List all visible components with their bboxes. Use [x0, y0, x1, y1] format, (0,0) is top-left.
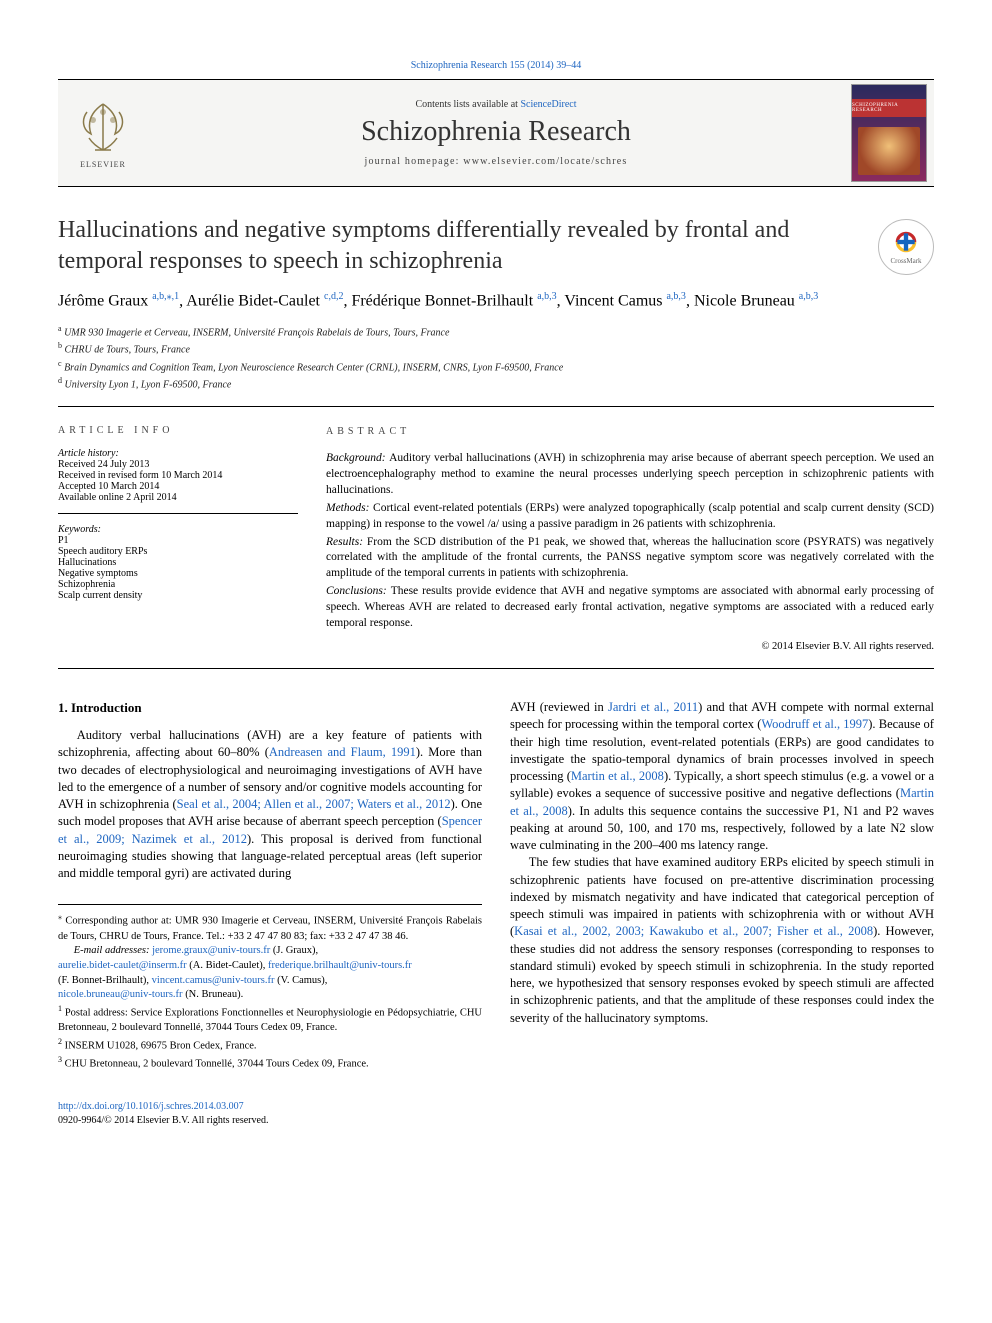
background-text: Auditory verbal hallucinations (AVH) in …	[326, 452, 934, 496]
abstract-results: Results: From the SCD distribution of th…	[326, 535, 934, 583]
masthead: ELSEVIER Contents lists available at Sci…	[58, 79, 934, 187]
corresponding-author-note: ⁎ Corresponding author at: UMR 930 Image…	[58, 911, 482, 944]
issn-copyright: 0920-9964/© 2014 Elsevier B.V. All right…	[58, 1114, 934, 1128]
conclusions-text: These results provide evidence that AVH …	[326, 585, 934, 629]
abstract-column: abstract Background: Auditory verbal hal…	[326, 425, 934, 654]
background-lead: Background:	[326, 452, 389, 464]
keyword-line: Hallucinations	[58, 557, 298, 568]
affiliation-line: a UMR 930 Imagerie et Cerveau, INSERM, U…	[58, 323, 934, 340]
body-column-right: AVH (reviewed in Jardri et al., 2011) an…	[510, 699, 934, 1072]
ref-link[interactable]: Andreasen and Flaum, 1991	[269, 745, 416, 759]
email-link[interactable]: aurelie.bidet-caulet@inserm.fr	[58, 960, 187, 971]
methods-lead: Methods:	[326, 502, 373, 514]
keyword-line: Negative symptoms	[58, 568, 298, 579]
ref-link[interactable]: Jardri et al., 2011	[608, 700, 698, 714]
keywords-label: Keywords:	[58, 524, 298, 535]
abstract-methods: Methods: Cortical event-related potentia…	[326, 501, 934, 533]
emails-label: E-mail addresses:	[74, 945, 152, 956]
intro-para-3: The few studies that have examined audit…	[510, 854, 934, 1027]
journal-homepage: journal homepage: www.elsevier.com/locat…	[148, 156, 844, 167]
authors-line: Jérôme Graux a,b,⁎,1, Aurélie Bidet-Caul…	[58, 290, 934, 313]
bottom-meta: http://dx.doi.org/10.1016/j.schres.2014.…	[58, 1100, 934, 1128]
intro-heading: 1. Introduction	[58, 699, 482, 717]
email-link[interactable]: jerome.graux@univ-tours.fr	[152, 945, 270, 956]
article-info-head: article info	[58, 425, 298, 436]
emails-line-3: (F. Bonnet-Brilhault), vincent.camus@uni…	[58, 974, 482, 989]
ref-link[interactable]: Martin et al., 2008	[571, 769, 664, 783]
emails-line: E-mail addresses: jerome.graux@univ-tour…	[58, 944, 482, 959]
results-text: From the SCD distribution of the P1 peak…	[326, 536, 934, 580]
sciencedirect-link[interactable]: ScienceDirect	[520, 99, 576, 110]
history-line: Available online 2 April 2014	[58, 492, 298, 503]
journal-cover-thumb[interactable]: SCHIZOPHRENIA RESEARCH	[852, 85, 926, 181]
affiliations: a UMR 930 Imagerie et Cerveau, INSERM, U…	[58, 323, 934, 392]
email-link[interactable]: vincent.camus@univ-tours.fr	[152, 975, 275, 986]
crossmark-badge[interactable]: CrossMark	[878, 219, 934, 275]
keyword-line: Schizophrenia	[58, 579, 298, 590]
article-history-block: Article history: Received 24 July 2013Re…	[58, 448, 298, 514]
keyword-line: Speech auditory ERPs	[58, 546, 298, 557]
ref-link[interactable]: Woodruff et al., 1997	[761, 717, 868, 731]
abstract-background: Background: Auditory verbal hallucinatio…	[326, 451, 934, 499]
history-label: Article history:	[58, 448, 298, 459]
article-info-column: article info Article history: Received 2…	[58, 425, 298, 654]
intro-para-1: Auditory verbal hallucinations (AVH) are…	[58, 727, 482, 882]
ref-link[interactable]: Kasai et al., 2002, 2003; Kawakubo et al…	[514, 924, 873, 938]
keywords-block: Keywords: P1Speech auditory ERPsHallucin…	[58, 524, 298, 611]
footnote-2: 2 INSERM U1028, 69675 Bron Cedex, France…	[58, 1036, 482, 1054]
keyword-line: Scalp current density	[58, 590, 298, 601]
body-column-left: 1. Introduction Auditory verbal hallucin…	[58, 699, 482, 1072]
history-line: Received 24 July 2013	[58, 459, 298, 470]
cover-band-text: SCHIZOPHRENIA RESEARCH	[852, 99, 926, 117]
emails-line-2: aurelie.bidet-caulet@inserm.fr (A. Bidet…	[58, 959, 482, 974]
publisher-name: ELSEVIER	[80, 160, 126, 169]
citation-link[interactable]: Schizophrenia Research 155 (2014) 39–44	[411, 60, 582, 71]
footnote-1: 1 Postal address: Service Explorations F…	[58, 1003, 482, 1036]
contents-available: Contents lists available at ScienceDirec…	[148, 99, 844, 110]
abstract-head: abstract	[326, 425, 934, 439]
contents-prefix: Contents lists available at	[415, 99, 520, 110]
article-title: Hallucinations and negative symptoms dif…	[58, 215, 862, 276]
email-link[interactable]: nicole.bruneau@univ-tours.fr	[58, 989, 183, 1000]
citation-line: Schizophrenia Research 155 (2014) 39–44	[58, 60, 934, 71]
keyword-line: P1	[58, 535, 298, 546]
journal-name: Schizophrenia Research	[148, 116, 844, 148]
cover-thumb-area: SCHIZOPHRENIA RESEARCH	[844, 79, 934, 187]
footnotes-block: ⁎ Corresponding author at: UMR 930 Image…	[58, 904, 482, 1072]
elsevier-tree-icon	[73, 98, 133, 158]
history-line: Received in revised form 10 March 2014	[58, 470, 298, 481]
affiliation-line: b CHRU de Tours, Tours, France	[58, 340, 934, 357]
methods-text: Cortical event-related potentials (ERPs)…	[326, 502, 934, 530]
affiliation-line: c Brain Dynamics and Cognition Team, Lyo…	[58, 358, 934, 375]
masthead-center: Contents lists available at ScienceDirec…	[148, 93, 844, 173]
results-lead: Results:	[326, 536, 367, 548]
intro-para-2: AVH (reviewed in Jardri et al., 2011) an…	[510, 699, 934, 854]
abstract-copyright: © 2014 Elsevier B.V. All rights reserved…	[326, 640, 934, 654]
publisher-logo-area: ELSEVIER	[58, 85, 148, 181]
cover-image-placeholder	[858, 127, 920, 175]
email-link[interactable]: frederique.brilhault@univ-tours.fr	[268, 960, 412, 971]
elsevier-logo[interactable]: ELSEVIER	[68, 93, 138, 173]
conclusions-lead: Conclusions:	[326, 585, 391, 597]
crossmark-icon	[893, 229, 919, 255]
crossmark-label: CrossMark	[890, 257, 921, 265]
doi-link[interactable]: http://dx.doi.org/10.1016/j.schres.2014.…	[58, 1101, 244, 1112]
ref-link[interactable]: Seal et al., 2004; Allen et al., 2007; W…	[177, 797, 451, 811]
emails-line-4: nicole.bruneau@univ-tours.fr (N. Bruneau…	[58, 988, 482, 1003]
history-line: Accepted 10 March 2014	[58, 481, 298, 492]
footnote-3: 3 CHU Bretonneau, 2 boulevard Tonnellé, …	[58, 1054, 482, 1072]
abstract-conclusions: Conclusions: These results provide evide…	[326, 584, 934, 632]
affiliation-line: d University Lyon 1, Lyon F-69500, Franc…	[58, 375, 934, 392]
